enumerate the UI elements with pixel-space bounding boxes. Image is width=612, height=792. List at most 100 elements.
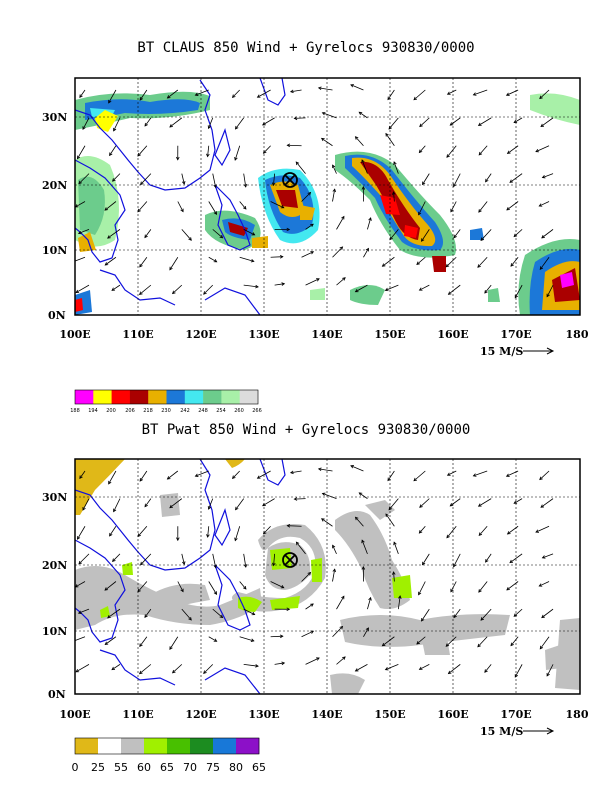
wind-vector-head — [365, 627, 369, 631]
wind-vector — [243, 229, 255, 236]
colorbar-swatch — [190, 738, 214, 754]
wind-vector — [367, 217, 372, 230]
colorbar-swatch — [213, 738, 237, 754]
wind-vector — [139, 664, 152, 674]
wind-vector-head — [171, 669, 176, 674]
wind-vector — [478, 117, 492, 126]
wind-vector — [144, 498, 152, 507]
wind-vector-head — [513, 119, 518, 124]
wind-vector-head — [445, 643, 450, 647]
wind-vector — [287, 525, 302, 527]
wind-vector — [446, 145, 457, 158]
panel2-xtick: 170E — [500, 708, 531, 721]
wind-vector — [172, 284, 183, 294]
wind-vector-head — [219, 234, 224, 239]
wind-vector — [453, 173, 461, 187]
wind-vector — [397, 595, 401, 610]
wind-vector-head — [104, 207, 109, 211]
wind-vector — [507, 525, 519, 535]
wind-vector-head — [539, 266, 544, 270]
wind-vector-head — [393, 541, 397, 546]
panel1-cb-label: 206 — [125, 408, 135, 414]
panel1-cb-label: 248 — [198, 408, 208, 414]
wind-vector-head — [256, 94, 261, 98]
wind-vector-head — [207, 125, 212, 130]
wind-vector — [450, 201, 457, 212]
wind-vector-head — [419, 504, 423, 508]
wind-vector-head — [341, 215, 345, 220]
wind-vector-head — [171, 290, 176, 295]
wind-vector-head — [295, 161, 300, 166]
wind-vector — [181, 608, 192, 621]
wind-vector-head — [234, 157, 238, 161]
wind-vector-head — [546, 672, 550, 677]
wind-vector — [109, 526, 117, 537]
wind-vector-head — [478, 532, 483, 536]
wind-vector-head — [137, 208, 141, 213]
panel1-xtick: 160E — [437, 328, 468, 341]
wind-vector — [514, 284, 523, 298]
wind-vector — [108, 470, 117, 485]
wind-vector-head — [341, 595, 345, 600]
colorbar-swatch — [221, 390, 240, 404]
panel1-title: BT CLAUS 850 Wind + Gyrelocs 930830/0000 — [137, 40, 475, 56]
wind-vector-head — [234, 537, 238, 542]
wind-vector — [144, 608, 152, 618]
wind-vector-head — [231, 94, 236, 98]
wind-vector — [270, 635, 283, 638]
wind-vector-head — [144, 503, 148, 508]
wind-vector-head — [77, 155, 81, 160]
colorbar-swatch — [144, 738, 168, 754]
wind-vector-head — [509, 179, 514, 183]
wind-vector — [207, 145, 210, 157]
colorbar-swatch — [121, 738, 145, 754]
panel1-cloud-fields — [75, 91, 580, 315]
wind-vector-head — [242, 585, 247, 590]
panel2-wind-vectors — [75, 465, 554, 678]
wind-vector-head — [332, 544, 336, 549]
wind-vector-head — [546, 293, 550, 298]
wind-vector — [75, 201, 86, 208]
wind-vector-head — [539, 645, 544, 650]
wind-vector — [473, 470, 488, 477]
wind-vector — [140, 553, 152, 566]
wind-vector-head — [286, 607, 291, 612]
wind-vector-head — [207, 506, 212, 510]
panel1-cb-label: 194 — [88, 408, 98, 414]
wind-vector — [139, 89, 148, 101]
wind-vector — [82, 498, 90, 511]
wind-vector-head — [104, 641, 109, 645]
wind-vector — [296, 541, 306, 555]
wind-vector — [144, 117, 152, 127]
wind-vector — [385, 284, 399, 291]
wind-vector — [78, 553, 90, 565]
wind-vector — [137, 525, 148, 537]
wind-vector-head — [354, 136, 359, 140]
panel1-x-axis: 100E 110E 120E 130E 140E 150E 160E 170E … — [59, 328, 589, 341]
panel1-cb-label: 188 — [70, 408, 80, 414]
wind-vector — [445, 256, 457, 268]
panel2-xtick: 120E — [185, 708, 216, 721]
wind-vector-head — [416, 261, 420, 265]
wind-vector-head — [505, 473, 510, 477]
panel2-xtick: 110E — [122, 708, 153, 721]
wind-vector — [359, 492, 368, 499]
wind-vector-head — [82, 126, 86, 130]
wind-vector-head — [506, 150, 511, 154]
wind-vector-head — [540, 504, 545, 508]
wind-vector — [382, 636, 395, 647]
wind-vector-head — [188, 237, 192, 241]
wind-vector-head — [506, 587, 510, 591]
wind-vector-head — [104, 262, 109, 266]
wind-vector-head — [75, 289, 80, 293]
wind-vector — [137, 145, 148, 157]
wind-vector — [75, 256, 86, 262]
wind-vector — [485, 173, 492, 183]
wind-vector-head — [180, 208, 184, 213]
wind-vector — [336, 277, 346, 286]
wind-vector — [485, 553, 492, 563]
wind-vector — [421, 608, 430, 622]
wind-vector — [77, 526, 86, 540]
wind-vector — [322, 112, 337, 119]
